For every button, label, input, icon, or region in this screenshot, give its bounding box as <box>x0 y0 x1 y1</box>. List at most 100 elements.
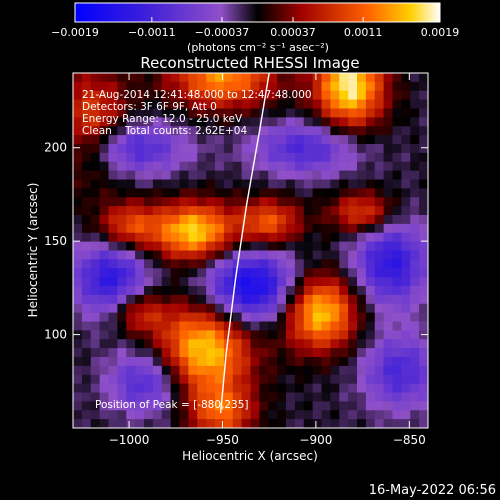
heatmap-cell <box>410 117 420 127</box>
heatmap-cell <box>321 179 331 189</box>
heatmap-cell <box>321 374 331 384</box>
heatmap-cell <box>223 161 234 171</box>
heatmap-cell <box>383 152 393 163</box>
heatmap-cell <box>312 161 322 171</box>
heatmap-cell <box>223 303 234 313</box>
heatmap-cell <box>126 99 136 109</box>
heatmap-cell <box>144 215 154 225</box>
heatmap-cell <box>286 303 296 313</box>
heatmap-cell <box>312 259 322 269</box>
heatmap-cell <box>321 277 331 287</box>
heatmap-cell <box>277 321 287 331</box>
heatmap-cell <box>303 357 313 367</box>
heatmap-cell <box>286 188 296 198</box>
heatmap-cell <box>152 321 163 331</box>
heatmap-cell <box>383 108 393 118</box>
heatmap-cell <box>108 259 118 269</box>
heatmap-cell <box>223 81 234 92</box>
heatmap-cell <box>383 135 393 145</box>
heatmap-cell <box>170 277 180 287</box>
heatmap-cell <box>294 268 305 278</box>
heatmap-cell <box>294 197 305 207</box>
heatmap-cell <box>73 197 83 207</box>
heatmap-cell <box>357 73 367 83</box>
heatmap-cell <box>419 312 428 322</box>
heatmap-cell <box>108 179 118 189</box>
heatmap-cell <box>144 117 154 127</box>
heatmap-cell <box>179 392 189 402</box>
heatmap-cell <box>365 330 376 340</box>
heatmap-cell <box>410 81 420 92</box>
heatmap-cell <box>277 99 287 109</box>
heatmap-cell <box>152 294 163 305</box>
heatmap-cell <box>419 188 428 198</box>
heatmap-cell <box>392 197 402 207</box>
heatmap-cell <box>81 374 92 384</box>
heatmap-cell <box>401 126 411 136</box>
heatmap-cell <box>277 339 287 349</box>
heatmap-cell <box>144 126 154 136</box>
heatmap-cell <box>259 197 269 207</box>
heatmap-cell <box>303 241 313 251</box>
heatmap-cell <box>410 348 420 358</box>
heatmap-cell <box>303 99 313 109</box>
heatmap-cell <box>286 90 296 100</box>
heatmap-cell <box>117 81 127 92</box>
heatmap-cell <box>312 339 322 349</box>
heatmap-cell <box>330 401 340 411</box>
heatmap-cell <box>259 365 269 376</box>
heatmap-cell <box>401 99 411 109</box>
heatmap-cell <box>232 215 242 225</box>
heatmap-cell <box>179 215 189 225</box>
heatmap-cell <box>401 223 411 234</box>
heatmap-cell <box>73 321 83 331</box>
heatmap-cell <box>152 392 163 402</box>
heatmap-cell <box>215 348 225 358</box>
heatmap-cell <box>232 419 242 428</box>
heatmap-cell <box>170 383 180 393</box>
heatmap-cell <box>144 286 154 296</box>
heatmap-cell <box>277 357 287 367</box>
heatmap-cell <box>179 259 189 269</box>
heatmap-cell <box>90 241 100 251</box>
heatmap-cell <box>170 197 180 207</box>
heatmap-cell <box>250 179 260 189</box>
heatmap-cell <box>392 392 402 402</box>
heatmap-cell <box>383 365 393 376</box>
heatmap-cell <box>277 179 287 189</box>
heatmap-cell <box>197 339 207 349</box>
heatmap-cell <box>303 223 313 234</box>
heatmap-cell <box>126 419 136 428</box>
heatmap-cell <box>392 250 402 260</box>
heatmap-cell <box>348 197 358 207</box>
heatmap-cell <box>99 232 109 242</box>
heatmap-cell <box>135 135 145 145</box>
heatmap-cell <box>188 294 198 305</box>
annotation-clean: Clean Total counts: 2.62E+04 <box>82 125 247 137</box>
heatmap-cell <box>339 232 349 242</box>
heatmap-cell <box>339 374 349 384</box>
heatmap-cell <box>135 179 145 189</box>
heatmap-cell <box>232 277 242 287</box>
heatmap-cell <box>330 365 340 376</box>
heatmap-cell <box>268 348 278 358</box>
heatmap-cell <box>179 90 189 100</box>
heatmap-cell <box>286 232 296 242</box>
heatmap-cell <box>410 286 420 296</box>
heatmap-cell <box>170 312 180 322</box>
heatmap-cell <box>330 339 340 349</box>
heatmap-cell <box>223 286 234 296</box>
heatmap-cell <box>312 365 322 376</box>
x-tick-label: −900 <box>299 433 332 447</box>
heatmap-cell <box>223 277 234 287</box>
heatmap-cell <box>117 410 127 420</box>
heatmap-cell <box>126 179 136 189</box>
heatmap-cell <box>161 241 171 251</box>
heatmap-cell <box>117 135 127 145</box>
heatmap-cell <box>419 339 428 349</box>
heatmap-cell <box>392 294 402 305</box>
heatmap-cell <box>303 81 313 92</box>
heatmap-cell <box>73 286 83 296</box>
heatmap-cell <box>383 144 393 154</box>
heatmap-cell <box>339 117 349 127</box>
